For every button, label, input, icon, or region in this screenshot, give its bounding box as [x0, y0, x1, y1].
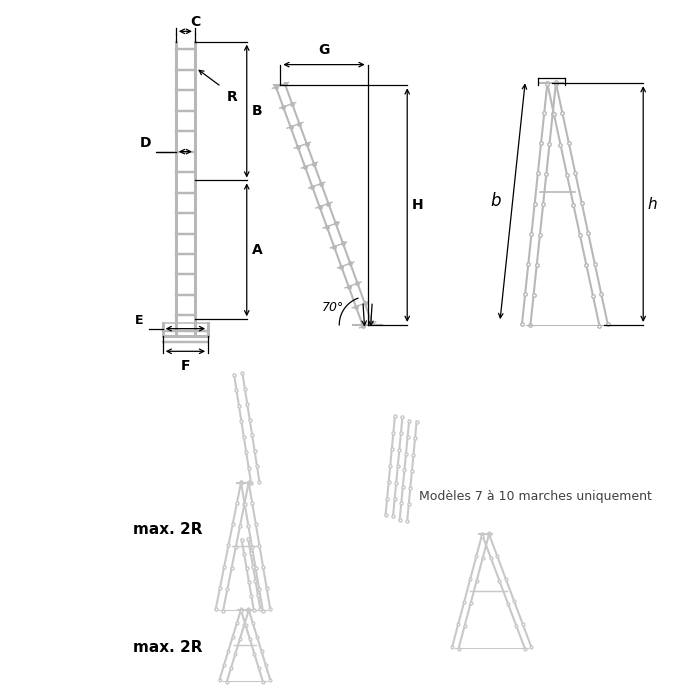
Text: G: G — [318, 43, 330, 57]
Text: D: D — [140, 136, 151, 150]
Text: C: C — [190, 15, 200, 29]
Text: h: h — [648, 197, 657, 211]
Text: E: E — [135, 314, 144, 327]
Text: H: H — [412, 198, 424, 212]
Text: max. 2R: max. 2R — [133, 640, 202, 655]
Text: max. 2R: max. 2R — [133, 522, 202, 537]
Text: Modèles 7 à 10 marches uniquement: Modèles 7 à 10 marches uniquement — [419, 490, 652, 503]
Text: F: F — [181, 359, 190, 373]
Text: A: A — [251, 243, 262, 257]
Text: b: b — [491, 193, 501, 210]
Text: 70°: 70° — [322, 302, 344, 314]
Text: B: B — [251, 104, 262, 118]
Text: R: R — [227, 90, 238, 104]
